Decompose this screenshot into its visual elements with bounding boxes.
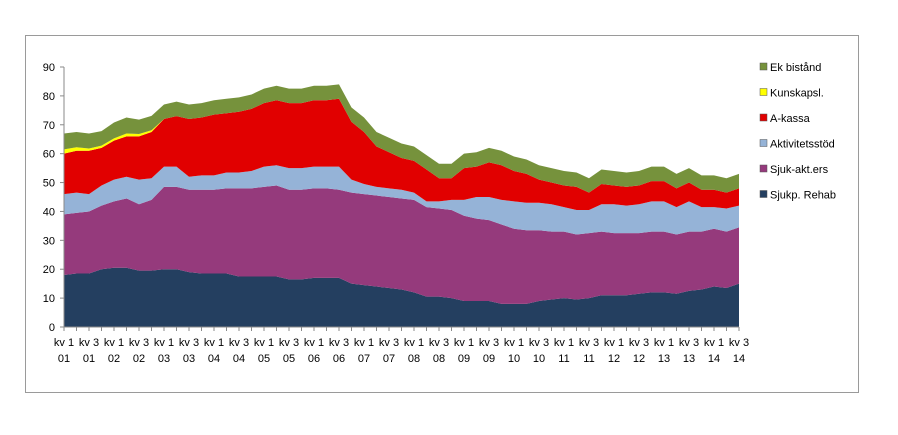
x-tick-label: kv 1 [554, 337, 574, 349]
y-tick-label: 10 [43, 293, 55, 305]
legend-label: Ek bistånd [770, 62, 821, 74]
x-tick-label: kv 1 [704, 337, 724, 349]
x-tick-label: 14 [708, 353, 720, 365]
x-tick-label: 02 [108, 353, 120, 365]
x-tick-label: kv 1 [204, 337, 224, 349]
x-tick-label: kv 3 [279, 337, 299, 349]
x-tick-label: kv 3 [179, 337, 199, 349]
x-tick-label: kv 3 [229, 337, 249, 349]
x-tick-label: 03 [158, 353, 170, 365]
x-tick-label: kv 3 [129, 337, 149, 349]
y-tick-label: 20 [43, 264, 55, 276]
area-series-1 [64, 185, 739, 304]
legend-label: Kunskapsl. [770, 88, 824, 100]
x-tick-label: 01 [83, 353, 95, 365]
x-tick-label: kv 1 [454, 337, 474, 349]
x-tick-label: kv 3 [329, 337, 349, 349]
x-tick-label: kv 1 [354, 337, 374, 349]
x-tick-label: 11 [558, 353, 569, 365]
x-tick-label: 05 [258, 353, 270, 365]
area-series-0 [64, 267, 739, 327]
chart-areas [64, 84, 739, 327]
x-tick-label: 14 [733, 353, 745, 365]
x-tick-label: kv 3 [79, 337, 99, 349]
legend-swatch [759, 139, 768, 147]
legend-swatch [759, 113, 768, 122]
x-tick-label: 09 [483, 353, 495, 365]
y-tick-label: 70 [43, 120, 55, 132]
x-tick-label: kv 3 [429, 337, 449, 349]
x-tick-label: kv 3 [529, 337, 549, 349]
x-tick-label: 13 [683, 353, 695, 365]
x-tick-label: kv 1 [304, 337, 324, 349]
x-tick-label: kv 1 [254, 337, 274, 349]
area-series-2 [64, 165, 739, 235]
x-tick-label: 10 [533, 353, 545, 365]
x-tick-label: 07 [383, 353, 395, 365]
area-series-5 [64, 84, 739, 193]
x-tick-label: 09 [458, 353, 470, 365]
x-tick-label: 12 [608, 353, 620, 365]
y-tick-label: 40 [43, 206, 55, 218]
x-tick-label: 05 [283, 353, 295, 365]
legend-label: Aktivitetsstöd [770, 139, 835, 151]
x-tick-label: kv 1 [604, 337, 624, 349]
x-tick-label: 03 [183, 353, 195, 365]
y-tick-label: 30 [43, 235, 55, 247]
x-tick-label: 10 [508, 353, 520, 365]
x-tick-label: 04 [233, 353, 245, 365]
x-tick-label: 02 [133, 353, 145, 365]
legend-swatch [759, 88, 768, 96]
x-tick-label: kv 1 [404, 337, 424, 349]
x-tick-label: 01 [58, 353, 70, 365]
x-tick-label: 04 [208, 353, 220, 365]
x-tick-label: kv 1 [54, 337, 74, 349]
legend-swatch [759, 164, 768, 173]
legend-swatch [759, 190, 768, 198]
x-tick-label: 11 [583, 353, 594, 365]
legend-label: Sjukp. Rehab [770, 190, 836, 202]
x-tick-label: kv 1 [154, 337, 174, 349]
area-series-3 [64, 98, 739, 210]
x-tick-label: kv 1 [654, 337, 674, 349]
y-tick-label: 90 [43, 62, 55, 74]
y-tick-label: 60 [43, 149, 55, 161]
x-tick-label: 06 [308, 353, 320, 365]
x-tick-label: kv 1 [104, 337, 124, 349]
x-tick-label: 08 [433, 353, 445, 365]
chart-frame: 0 10 20 30 40 50 60 70 80 90 kv 1 01 kv 3 01 kv 1 02 kv… [25, 35, 859, 393]
x-tick-label: kv 3 [579, 337, 599, 349]
legend-label: Sjuk-akt.ers [770, 164, 829, 176]
y-axis: 0 10 20 30 40 50 60 70 80 90 [43, 62, 65, 334]
x-tick-label: 12 [633, 353, 645, 365]
legend-label: A-kassa [770, 113, 811, 125]
x-tick-label: kv 1 [504, 337, 524, 349]
y-tick-label: 50 [43, 178, 55, 190]
chart-legend: Ek bistånd Kunskapsl. A-kassa Aktivitetsstö… [759, 62, 836, 202]
y-tick-label: 80 [43, 91, 55, 103]
legend-swatch [759, 62, 768, 71]
x-tick-label: 07 [358, 353, 370, 365]
y-tick-label: 0 [49, 322, 55, 334]
x-tick-label: 06 [333, 353, 345, 365]
x-axis: kv 1 01 kv 3 01 kv 1 02 kv 3 02 kv 1 03 kv 3 03 kv 1… [54, 326, 749, 365]
x-tick-label: 08 [408, 353, 420, 365]
x-tick-label: kv 3 [679, 337, 699, 349]
x-tick-label: kv 3 [479, 337, 499, 349]
x-tick-label: kv 3 [729, 337, 749, 349]
x-tick-label: kv 3 [629, 337, 649, 349]
x-tick-label: 13 [658, 353, 670, 365]
x-tick-label: kv 3 [379, 337, 399, 349]
